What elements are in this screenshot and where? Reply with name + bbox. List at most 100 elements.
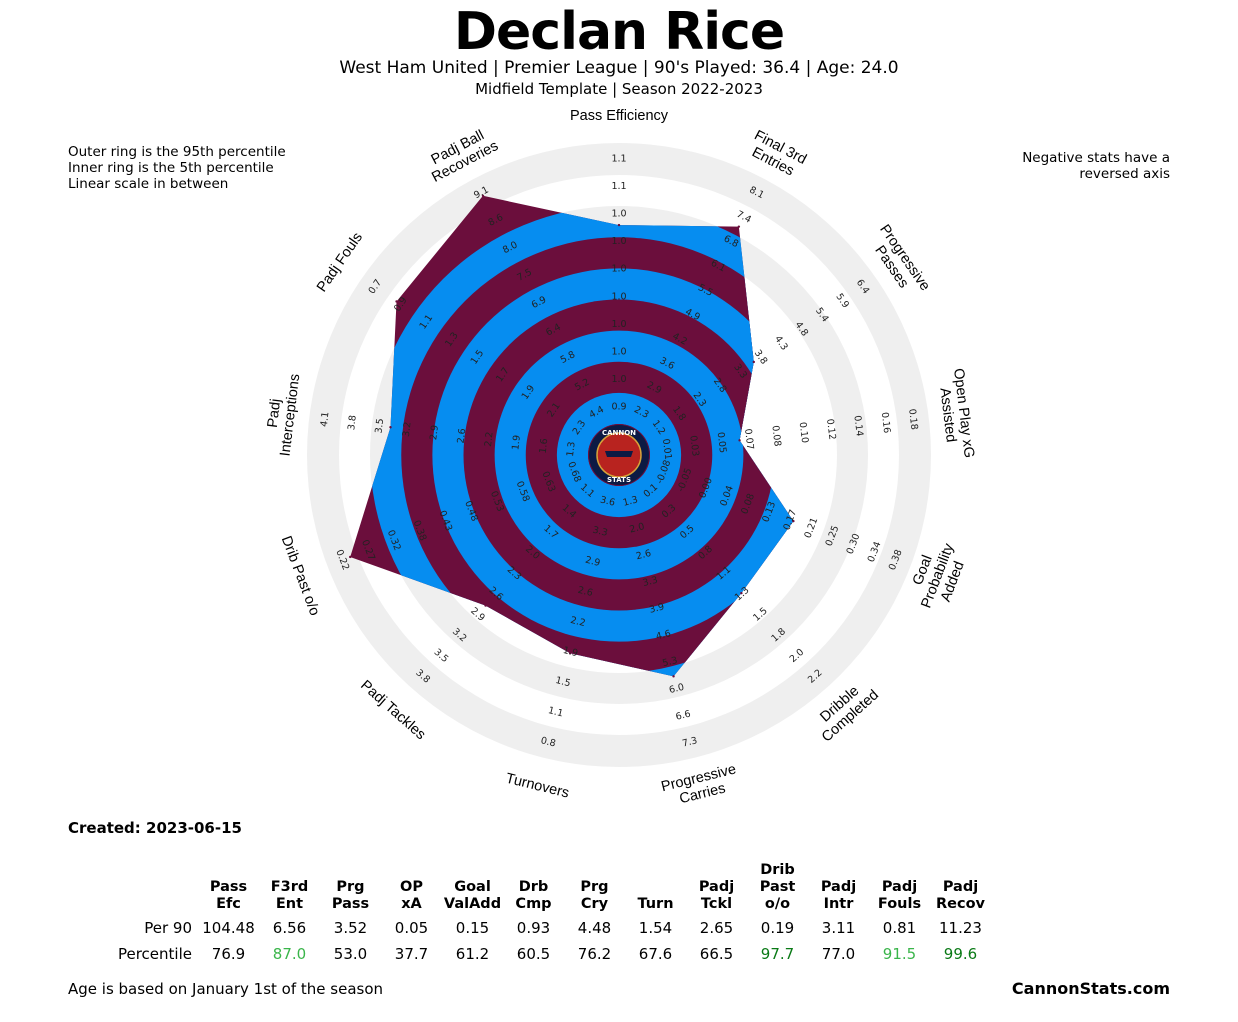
site-credit[interactable]: CannonStats.com (1011, 979, 1170, 998)
radar-point-3 (738, 439, 741, 442)
tick-label: 3.9 (648, 601, 665, 615)
age-footnote: Age is based on January 1st of the seaso… (68, 980, 384, 998)
tick-label: 0.12 (824, 418, 837, 440)
table-cell: 11.23 (939, 919, 982, 937)
radar-point-11 (395, 300, 398, 303)
axis-label: Open Play xGAssisted (934, 367, 977, 460)
tick-label: 0.14 (851, 415, 864, 437)
logo-text-top: CANNON (602, 429, 636, 437)
table-cell: 60.5 (516, 945, 551, 963)
axis-label: PadjInterceptions (262, 371, 304, 457)
tick-label: 4.6 (655, 628, 672, 642)
column-header: Pass Efc (209, 879, 248, 912)
table-cell: 1.54 (638, 919, 673, 937)
reversed-axis-note: Negative stats have a reversed axis (1022, 150, 1170, 182)
tick-label: 4.1 (319, 411, 332, 427)
radar-point-1 (737, 225, 741, 228)
table-cell: 61.2 (455, 945, 490, 963)
tick-label: 1.0 (611, 291, 626, 302)
table-cell: 76.9 (211, 945, 246, 963)
table-cell: 76.2 (577, 945, 612, 963)
table-cell: 2.65 (699, 919, 734, 937)
tick-label: 1.3 (565, 441, 578, 457)
tick-label: 1.9 (562, 645, 579, 659)
tick-label: 3.8 (346, 414, 359, 430)
radar-point-10 (389, 426, 392, 429)
row-label: Percentile (117, 945, 192, 963)
tick-label: 2.2 (483, 431, 496, 447)
tick-label: 3.2 (401, 421, 414, 437)
radar-point-8 (484, 604, 487, 607)
radar-point-6 (672, 675, 675, 678)
tick-label: 2.2 (569, 615, 586, 629)
tick-label: 1.0 (611, 346, 626, 357)
column-header: Padj Recov (935, 879, 985, 912)
tick-label: 3.6 (599, 494, 616, 508)
column-header: Padj Fouls (877, 879, 922, 912)
table-cell: 0.15 (455, 919, 490, 937)
table-cell: 0.93 (516, 919, 551, 937)
tick-label: 0.05 (715, 431, 728, 453)
table-row: Percentile 76.9 87.0 53.0 37.7 61.2 60.5 76.2 67… (102, 941, 991, 967)
axis-label: ProgressiveCarries (660, 761, 742, 810)
tick-label: 2.9 (584, 555, 601, 569)
column-header: Drb Cmp (515, 879, 552, 912)
tick-label: 1.9 (510, 434, 523, 450)
table-cell: 91.5 (882, 945, 917, 963)
radar-point-7 (568, 652, 572, 655)
radar-point-12 (481, 194, 485, 198)
tick-label: 0.03 (687, 435, 700, 457)
tick-label: 1.0 (611, 264, 626, 275)
axis-label: GoalProbabilityAdded (903, 535, 972, 616)
tick-label: 1.0 (611, 319, 626, 330)
ring-scale-note: Outer ring is the 95th percentile Inner … (68, 144, 286, 192)
tick-label: 2.6 (635, 548, 652, 562)
radar-point-9 (349, 555, 352, 559)
axis-label: Drib Past o/o (278, 534, 323, 618)
column-header: Padj Tckl (698, 879, 735, 912)
radar-point-4 (792, 519, 795, 523)
tick-label: 2.6 (456, 428, 469, 444)
tick-label: 7.3 (681, 735, 698, 749)
stats-header-row: Pass Efc F3rd Ent Prg Pass OP xA Goal ValAdd… (102, 860, 991, 915)
subtitle-team-info: West Ham United | Premier League | 90's … (339, 58, 899, 78)
tick-label: 2.6 (577, 585, 594, 599)
table-cell: 53.0 (333, 945, 368, 963)
tick-label: 2.9 (428, 424, 441, 440)
tick-label: 0.18 (906, 408, 919, 430)
tick-label: 6.6 (675, 708, 692, 722)
column-header: Padj Intr (820, 879, 857, 912)
stats-table: Pass Efc F3rd Ent Prg Pass OP xA Goal ValAdd… (102, 860, 991, 967)
column-header: Drib Past o/o (759, 862, 796, 912)
tick-label: 3.3 (591, 525, 608, 539)
tick-label: 3.3 (642, 575, 659, 589)
row-label: Per 90 (144, 919, 192, 937)
table-cell: 3.11 (821, 919, 856, 937)
tick-label: 1.0 (611, 236, 626, 247)
column-header: Prg Cry (580, 879, 609, 912)
table-row: Per 90 104.48 6.56 3.52 0.05 0.15 0.93 4.48 1.54… (102, 915, 991, 941)
column-header: Goal ValAdd (443, 879, 502, 912)
table-cell: 99.6 (943, 945, 978, 963)
table-cell: 4.48 (577, 919, 612, 937)
column-header: Prg Pass (331, 879, 370, 912)
column-header: Turn (637, 896, 674, 912)
tick-label: 1.0 (611, 209, 626, 220)
column-header: F3rd Ent (270, 879, 309, 912)
created-date: Created: 2023-06-15 (68, 819, 242, 837)
tick-label: 0.10 (797, 421, 810, 443)
tick-label: 2.0 (628, 521, 645, 535)
tick-label: 0.07 (742, 428, 755, 450)
tick-label: 1.1 (547, 705, 564, 719)
tick-label: 0.01 (660, 438, 673, 460)
axis-label: Pass Efficiency (570, 108, 669, 124)
table-cell: 66.5 (699, 945, 734, 963)
table-corner-cell (102, 860, 198, 915)
table-cell: 3.52 (333, 919, 368, 937)
tick-label: 1.0 (611, 374, 626, 385)
tick-label: 0.08 (769, 425, 782, 447)
table-cell: 0.05 (394, 919, 429, 937)
tick-label: 6.0 (668, 682, 685, 696)
radar-point-2 (752, 360, 756, 364)
